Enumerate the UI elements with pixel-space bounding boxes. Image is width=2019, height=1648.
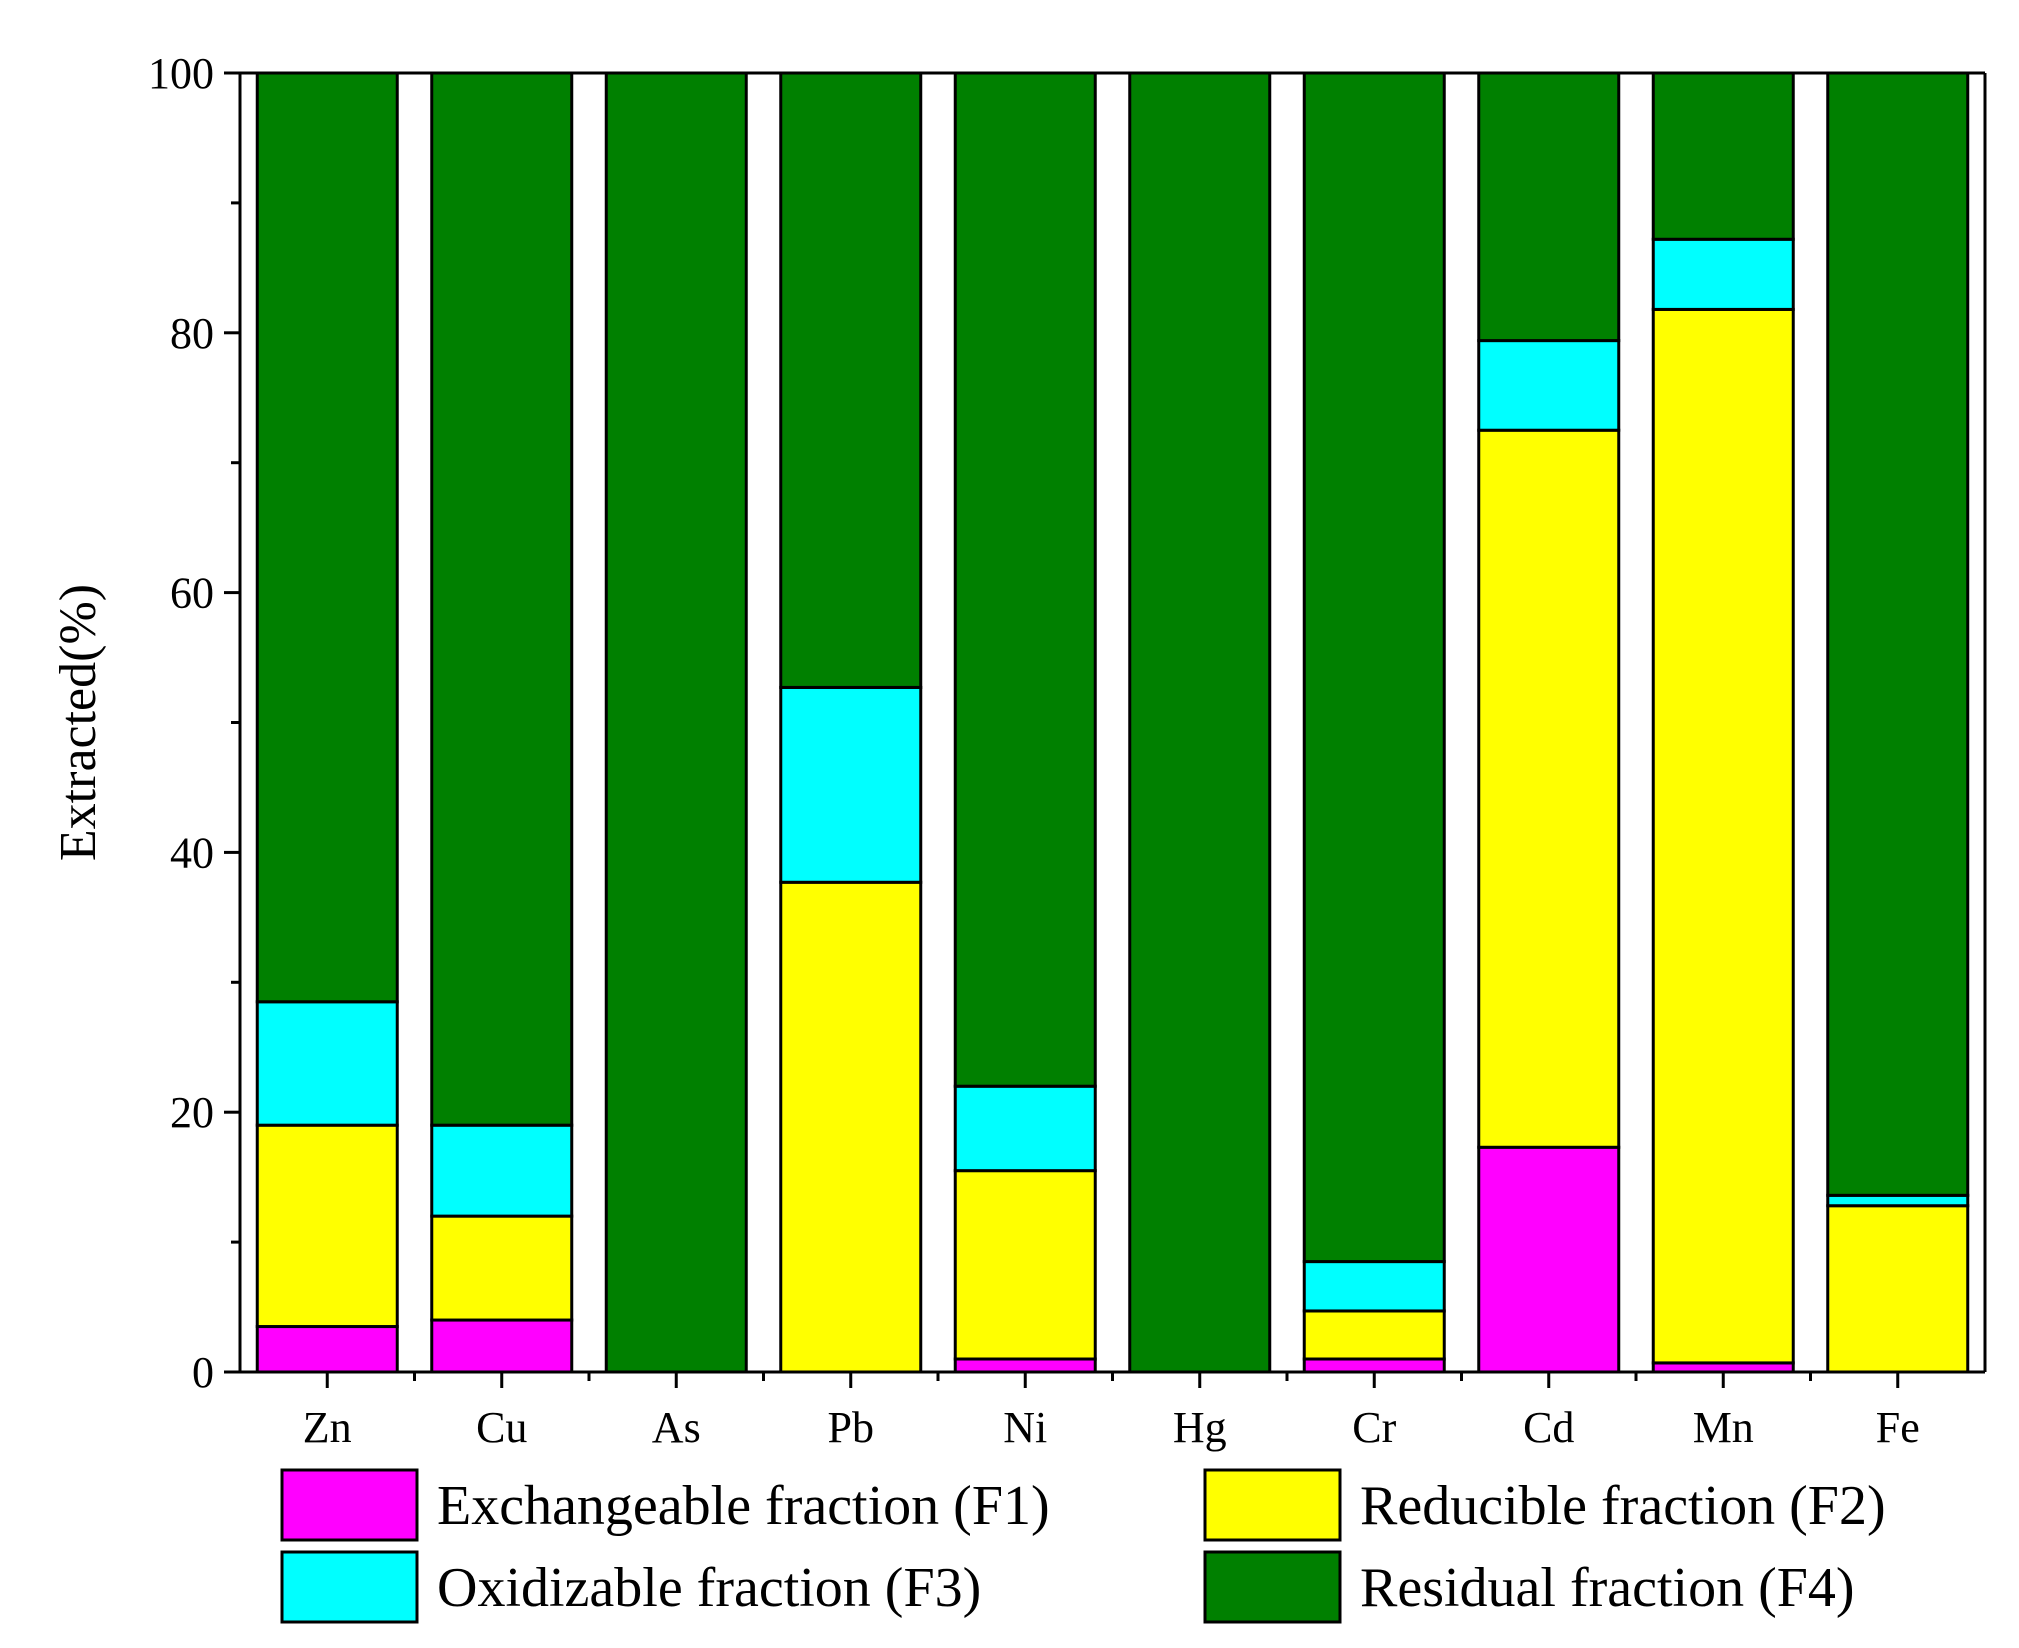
bar-cd-f3 [1477, 339, 1621, 432]
x-tick-label-pb: Pb [828, 1403, 874, 1452]
bar-as-f4 [604, 71, 748, 1374]
bar-cr-f3 [1302, 1260, 1446, 1313]
bar-pb-f2 [779, 880, 923, 1374]
bar-ni-f1 [953, 1357, 1097, 1374]
y-tick-label-100: 100 [148, 49, 214, 98]
y-tick-label-60: 60 [170, 569, 214, 618]
bar-pb-f3 [779, 685, 923, 884]
bar-fe-f3 [1826, 1193, 1970, 1208]
x-tick-label-cd: Cd [1523, 1403, 1574, 1452]
x-tick-label-ni: Ni [1003, 1403, 1047, 1452]
bar-mn-f4 [1651, 71, 1795, 241]
axes-layer: 0 20 40 60 80 100 Zn Cu As Pb Ni Hg Cr Cd Mn Fe Extracte… [50, 49, 1987, 1452]
bar-pb-f4 [779, 71, 923, 689]
bar-cr-f4 [1302, 71, 1446, 1264]
legend-swatch-f1 [280, 1468, 419, 1542]
bar-cd-f4 [1477, 71, 1621, 343]
y-tick-label-0: 0 [192, 1348, 214, 1397]
bar-cu-f4 [430, 71, 574, 1127]
bar-hg-f4 [1128, 71, 1272, 1374]
x-tick-label-fe: Fe [1876, 1403, 1920, 1452]
bar-fe-f2 [1826, 1204, 1970, 1374]
bar-zn-f3 [255, 1000, 399, 1127]
legend-swatch-f4 [1203, 1550, 1342, 1624]
bar-cr-f2 [1302, 1309, 1446, 1361]
y-axis-title: Extracted(%) [50, 584, 107, 861]
bar-cd-f1 [1477, 1145, 1621, 1374]
bar-cd-f2 [1477, 428, 1621, 1149]
y-tick-label-80: 80 [170, 309, 214, 358]
bar-zn-f1 [255, 1325, 399, 1374]
legend-label-f3: Oxidizable fraction (F3) [437, 1557, 981, 1619]
bar-cr-f1 [1302, 1357, 1446, 1374]
x-tick-label-mn: Mn [1693, 1403, 1754, 1452]
bar-ni-f4 [953, 71, 1097, 1088]
x-tick-label-zn: Zn [303, 1403, 352, 1452]
bar-ni-f3 [953, 1084, 1097, 1173]
legend-label-f1: Exchangeable fraction (F1) [437, 1475, 1050, 1537]
legend-label-f4: Residual fraction (F4) [1360, 1557, 1855, 1619]
x-tick-label-hg: Hg [1173, 1403, 1227, 1452]
bar-cu-f3 [430, 1123, 574, 1218]
bar-cu-f2 [430, 1214, 574, 1322]
x-tick-label-as: As [652, 1403, 701, 1452]
legend-swatch-f2 [1203, 1468, 1342, 1542]
bar-mn-f3 [1651, 237, 1795, 311]
legend-label-f2: Reducible fraction (F2) [1360, 1475, 1886, 1537]
legend-swatch-f3 [280, 1550, 419, 1624]
bar-fe-f4 [1826, 71, 1970, 1197]
y-tick-label-40: 40 [170, 828, 214, 877]
bar-cu-f1 [430, 1318, 574, 1374]
bar-ni-f2 [953, 1169, 1097, 1361]
x-tick-label-cr: Cr [1352, 1403, 1396, 1452]
x-tick-label-cu: Cu [476, 1403, 527, 1452]
legend-layer: Exchangeable fraction (F1) Reducible frac… [280, 1468, 1886, 1624]
bar-mn-f2 [1651, 307, 1795, 1365]
y-tick-label-20: 20 [170, 1088, 214, 1137]
bar-zn-f4 [255, 71, 399, 1004]
bar-zn-f2 [255, 1123, 399, 1329]
bars-layer [255, 71, 1970, 1374]
